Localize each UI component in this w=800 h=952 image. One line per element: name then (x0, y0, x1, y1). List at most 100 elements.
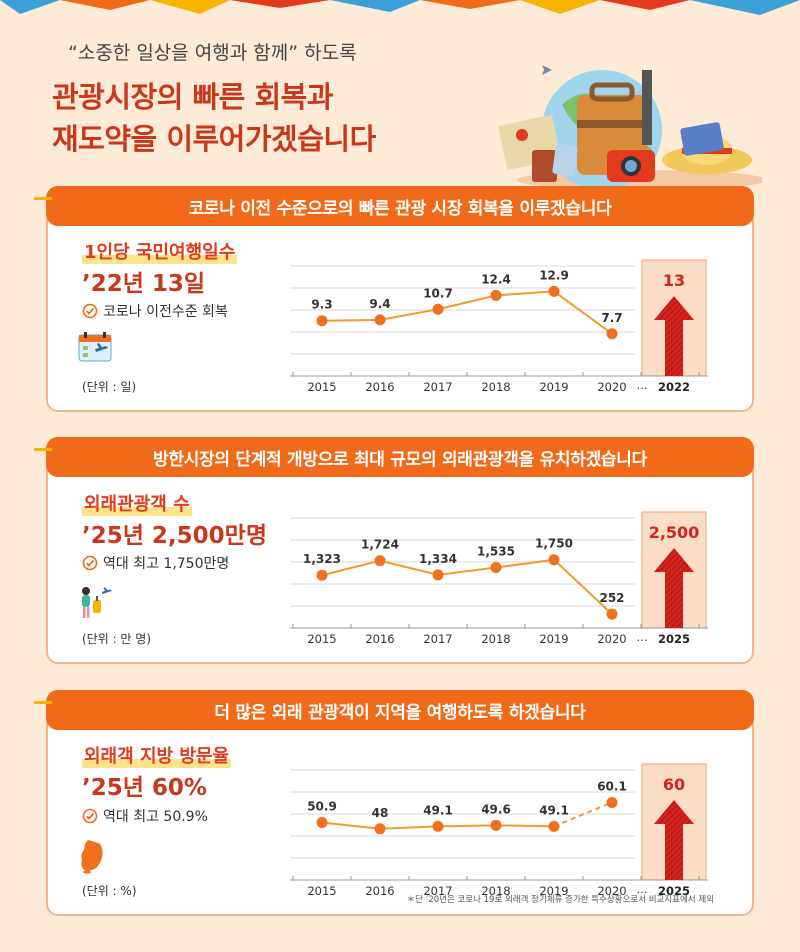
data-point (490, 562, 502, 574)
x-tick-label: 2015 (307, 380, 336, 394)
series-segment (379, 559, 439, 576)
x-tick-label: 2018 (481, 380, 510, 394)
check-row-2: 역대 최고 1,750만명 (82, 553, 229, 573)
axis-ellipsis: … (637, 379, 648, 392)
x-tick-label: 2017 (423, 632, 452, 646)
data-label: 7.7 (601, 311, 622, 325)
data-point (606, 796, 618, 808)
data-label: 12.4 (481, 272, 511, 286)
x-tick-label: 2019 (539, 632, 568, 646)
x-tick-label: 2016 (365, 380, 394, 394)
axis-ellipsis: … (637, 883, 648, 896)
data-label: 60.1 (597, 779, 627, 793)
data-label: 1,750 (535, 537, 573, 551)
data-point (432, 569, 444, 581)
data-label: 9.3 (311, 298, 332, 312)
data-point (432, 303, 444, 315)
check-circle-icon (82, 555, 98, 571)
data-point (432, 820, 444, 832)
x-tick-label: 2015 (307, 632, 336, 646)
section-banner-2: 방한시장의 단계적 개방으로 최대 규모의 외래관광객을 유치하겠습니다 (46, 437, 754, 477)
target-x-label: 2025 (658, 884, 690, 898)
x-tick-label: 2017 (423, 380, 452, 394)
data-point (374, 555, 386, 567)
x-tick-label: 2016 (365, 884, 394, 898)
series-segment (379, 825, 439, 830)
x-tick-label: 2019 (539, 884, 568, 898)
series-segment (495, 824, 555, 828)
page-subtitle: “소중한 일상을 여행과 함께” 하도록 (68, 42, 357, 64)
data-label: 48 (372, 806, 389, 820)
title-line-1: 관광시장의 빠른 회복과 (52, 80, 333, 114)
data-point (548, 554, 560, 566)
data-label: 1,323 (303, 552, 341, 566)
unit-label-1: (단위 : 일) (82, 380, 137, 394)
footnote: ＊단 ’20년은 코로나 19로 외래객 장기체류 증가한 특수상황으로서 비교… (406, 895, 714, 905)
data-point (316, 569, 328, 581)
data-point (374, 314, 386, 326)
check-text-1: 코로나 이전수준 회복 (103, 304, 228, 320)
data-point (490, 289, 502, 301)
target-up-arrow (654, 548, 694, 628)
data-label: 49.1 (539, 803, 569, 817)
data-point (316, 315, 328, 327)
series-segment (437, 824, 497, 828)
data-point (490, 819, 502, 831)
line-chart-1: 9.3 2015 9.4 2016 10.7 2017 12.4 2018 12.9 2019 7.… (290, 259, 708, 394)
page-title: 관광시장의 빠른 회복과 재도약을 이루어가겠습니다 (52, 76, 376, 160)
series-segment (437, 566, 497, 576)
x-tick-label: 2018 (481, 632, 510, 646)
metric-value-2: ’25년 2,500만명 (82, 523, 267, 549)
axis-ellipsis: … (637, 631, 648, 644)
series-segment (553, 559, 613, 615)
metric-value-3: ’25년 60% (82, 775, 207, 801)
target-value-label: 60 (663, 775, 685, 794)
x-tick-label: 2019 (539, 380, 568, 394)
data-label: 12.9 (539, 268, 569, 282)
data-label: 49.6 (481, 802, 511, 816)
data-point (548, 285, 560, 297)
data-point (548, 820, 560, 832)
data-label: 1,724 (361, 538, 399, 552)
series-segment (495, 558, 555, 569)
data-label: 1,535 (477, 545, 515, 559)
top-decoration (0, 0, 800, 20)
data-label: 10.7 (423, 286, 453, 300)
data-point (316, 816, 328, 828)
series-segment (321, 821, 381, 830)
data-label: 9.4 (369, 297, 390, 311)
series-segment (495, 290, 555, 297)
x-tick-label: 2020 (597, 380, 626, 394)
unit-label-2: (단위 : 만 명) (82, 632, 152, 646)
metric-value-1: ’22년 13일 (82, 271, 206, 297)
target-up-arrow (654, 800, 694, 880)
series-segment (379, 308, 439, 321)
x-tick-label: 2020 (597, 884, 626, 898)
section-banner-3: 더 많은 외래 관광객이 지역을 여행하도록 하겠습니다 (46, 690, 754, 730)
target-x-label: 2022 (658, 380, 690, 394)
x-tick-label: 2018 (481, 884, 510, 898)
data-point (374, 823, 386, 835)
data-label: 1,334 (419, 552, 457, 566)
x-tick-label: 2017 (423, 884, 452, 898)
unit-label-3: (단위 : %) (82, 884, 137, 898)
check-row-1: 코로나 이전수준 회복 (82, 301, 228, 321)
x-tick-label: 2015 (307, 884, 336, 898)
target-x-label: 2025 (658, 632, 690, 646)
series-segment (553, 290, 613, 335)
metric-label-3: 외래객 지방 방문율 (82, 742, 232, 768)
series-segment (437, 294, 497, 311)
data-label: 50.9 (307, 799, 337, 813)
banner-dash-3 (34, 701, 52, 704)
data-point (606, 328, 618, 340)
target-value-label: 13 (663, 271, 685, 290)
line-chart-3: 50.9 2015 48 2016 49.1 2017 49.6 2018 49.1 2019 60… (290, 763, 708, 898)
data-point (606, 608, 618, 620)
calendar-airplane-icon (78, 332, 112, 362)
target-value-label: 2,500 (649, 523, 700, 542)
banner-dash-1 (34, 197, 52, 200)
traveler-icon (82, 587, 112, 618)
check-circle-icon (82, 303, 98, 319)
series-segment (553, 801, 613, 828)
line-chart-2: 1,323 2015 1,724 2016 1,334 2017 1,535 2018 1,75… (290, 511, 708, 646)
